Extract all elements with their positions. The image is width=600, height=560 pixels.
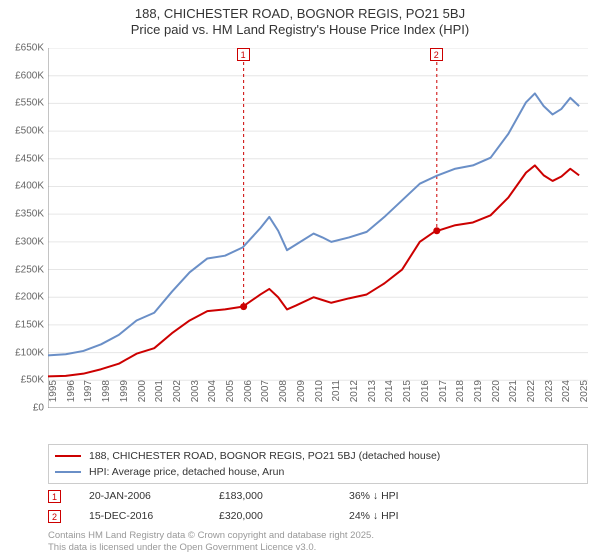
event-marker-1: 1 [48, 490, 61, 503]
x-tick-label: 2008 [278, 380, 289, 412]
y-tick-label: £0 [2, 403, 44, 414]
legend-row-hpi: HPI: Average price, detached house, Arun [55, 464, 581, 480]
y-tick-label: £150K [2, 319, 44, 330]
x-tick-label: 2020 [491, 380, 502, 412]
x-tick-label: 1999 [119, 380, 130, 412]
x-tick-label: 2000 [137, 380, 148, 412]
event-price-1: £183,000 [219, 490, 349, 502]
sale-marker-box: 2 [430, 48, 443, 61]
event-row-1: 1 20-JAN-2006 £183,000 36% ↓ HPI [48, 486, 588, 506]
x-tick-label: 2004 [207, 380, 218, 412]
y-tick-label: £550K [2, 98, 44, 109]
x-tick-label: 2019 [473, 380, 484, 412]
legend-row-property: 188, CHICHESTER ROAD, BOGNOR REGIS, PO21… [55, 448, 581, 464]
y-tick-label: £100K [2, 347, 44, 358]
y-tick-label: £450K [2, 153, 44, 164]
chart-plot [48, 48, 588, 408]
y-tick-label: £400K [2, 181, 44, 192]
footer: Contains HM Land Registry data © Crown c… [48, 530, 374, 554]
x-tick-label: 2022 [526, 380, 537, 412]
x-tick-label: 2007 [260, 380, 271, 412]
x-tick-label: 2006 [243, 380, 254, 412]
x-tick-label: 2017 [438, 380, 449, 412]
legend-label-hpi: HPI: Average price, detached house, Arun [89, 466, 284, 478]
chart-area: £0£50K£100K£150K£200K£250K£300K£350K£400… [48, 48, 588, 408]
x-tick-label: 2010 [314, 380, 325, 412]
x-tick-label: 1996 [66, 380, 77, 412]
legend: 188, CHICHESTER ROAD, BOGNOR REGIS, PO21… [48, 444, 588, 484]
x-tick-label: 2009 [296, 380, 307, 412]
y-tick-label: £250K [2, 264, 44, 275]
footer-line1: Contains HM Land Registry data © Crown c… [48, 530, 374, 542]
title-block: 188, CHICHESTER ROAD, BOGNOR REGIS, PO21… [0, 0, 600, 39]
y-tick-label: £600K [2, 70, 44, 81]
x-tick-label: 2013 [367, 380, 378, 412]
x-tick-label: 2018 [455, 380, 466, 412]
x-tick-label: 1997 [83, 380, 94, 412]
event-price-2: £320,000 [219, 510, 349, 522]
x-tick-label: 2021 [508, 380, 519, 412]
event-pct-1: 36% ↓ HPI [349, 490, 479, 502]
event-pct-2: 24% ↓ HPI [349, 510, 479, 522]
x-tick-label: 2002 [172, 380, 183, 412]
event-row-2: 2 15-DEC-2016 £320,000 24% ↓ HPI [48, 506, 588, 526]
x-tick-label: 2005 [225, 380, 236, 412]
y-tick-label: £350K [2, 209, 44, 220]
legend-label-property: 188, CHICHESTER ROAD, BOGNOR REGIS, PO21… [89, 450, 440, 462]
event-marker-2: 2 [48, 510, 61, 523]
y-tick-label: £650K [2, 43, 44, 54]
title-line2: Price paid vs. HM Land Registry's House … [0, 22, 600, 38]
title-line1: 188, CHICHESTER ROAD, BOGNOR REGIS, PO21… [0, 6, 600, 22]
x-tick-label: 2025 [579, 380, 590, 412]
event-date-2: 15-DEC-2016 [89, 510, 219, 522]
x-tick-label: 1998 [101, 380, 112, 412]
y-tick-label: £300K [2, 236, 44, 247]
y-tick-label: £500K [2, 126, 44, 137]
chart-container: 188, CHICHESTER ROAD, BOGNOR REGIS, PO21… [0, 0, 600, 560]
legend-swatch-hpi [55, 471, 81, 473]
x-tick-label: 2012 [349, 380, 360, 412]
x-tick-label: 1995 [48, 380, 59, 412]
x-tick-label: 2024 [561, 380, 572, 412]
sale-marker-box: 1 [237, 48, 250, 61]
x-tick-label: 2011 [331, 380, 342, 412]
legend-swatch-property [55, 455, 81, 457]
y-tick-label: £200K [2, 292, 44, 303]
x-tick-label: 2015 [402, 380, 413, 412]
x-tick-label: 2023 [544, 380, 555, 412]
footer-line2: This data is licensed under the Open Gov… [48, 542, 374, 554]
x-tick-label: 2001 [154, 380, 165, 412]
x-tick-label: 2016 [420, 380, 431, 412]
x-tick-label: 2014 [384, 380, 395, 412]
y-tick-label: £50K [2, 375, 44, 386]
event-date-1: 20-JAN-2006 [89, 490, 219, 502]
sale-events: 1 20-JAN-2006 £183,000 36% ↓ HPI 2 15-DE… [48, 486, 588, 526]
x-tick-label: 2003 [190, 380, 201, 412]
